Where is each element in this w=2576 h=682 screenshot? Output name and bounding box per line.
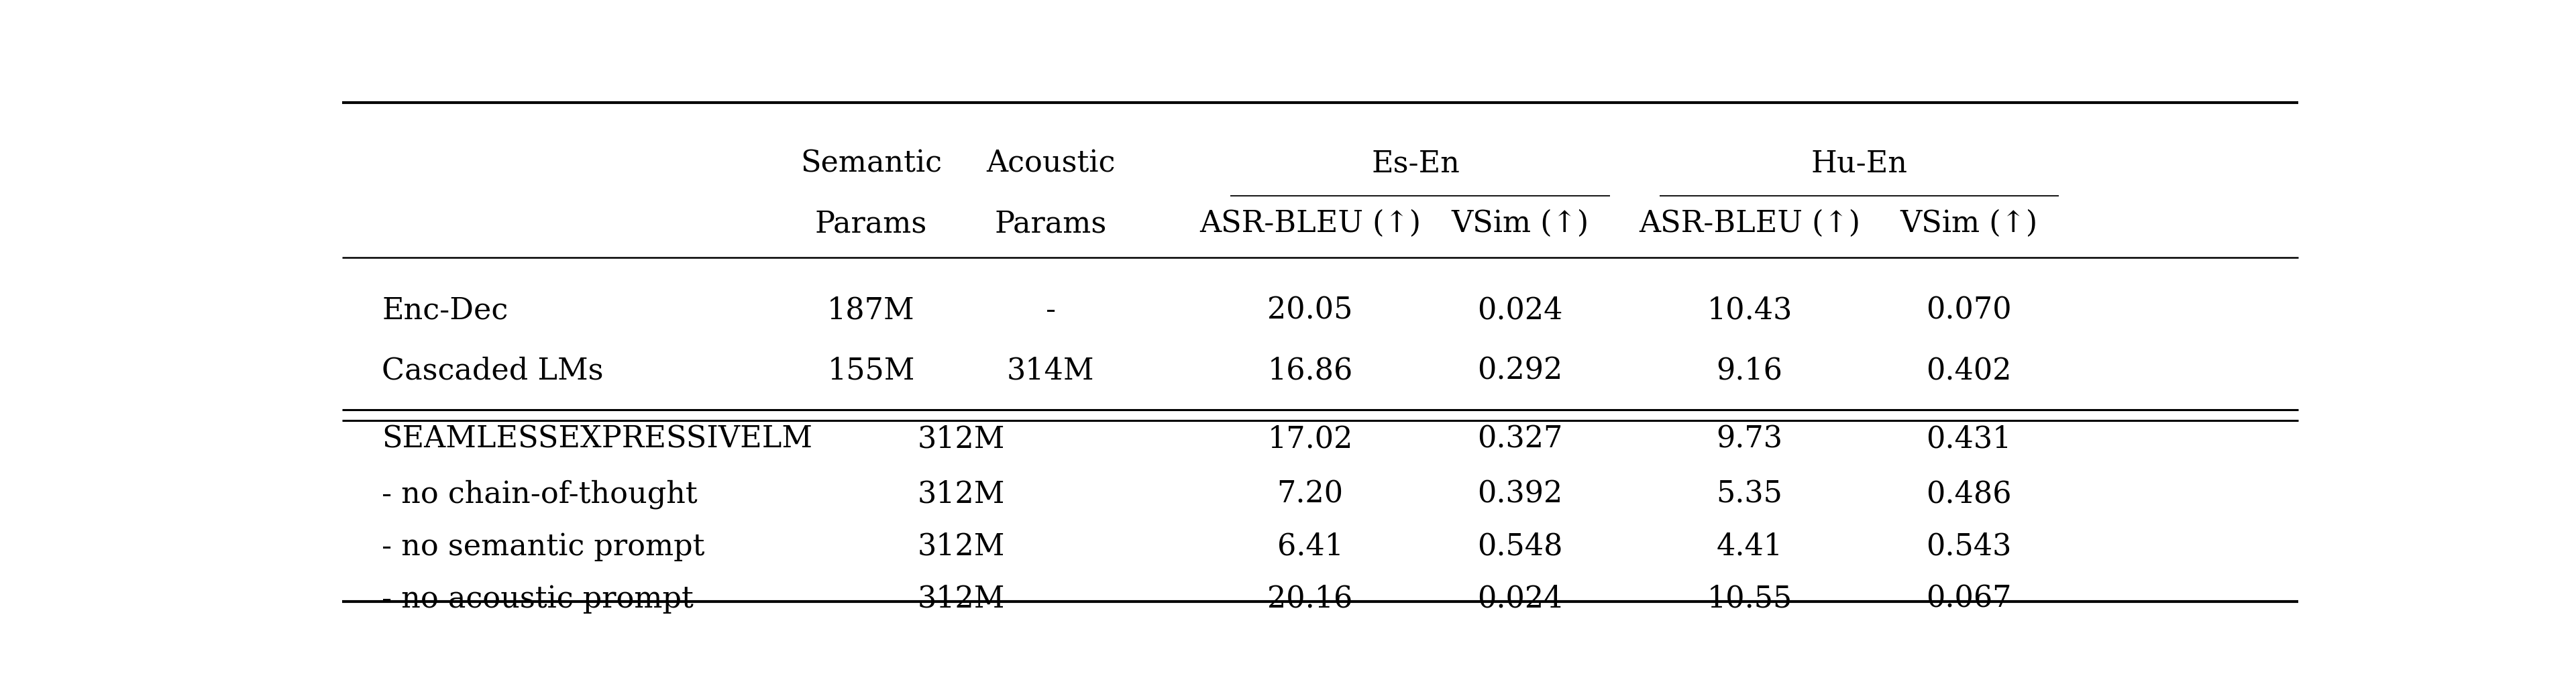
- Text: 4.41: 4.41: [1716, 532, 1783, 561]
- Text: 314M: 314M: [1007, 356, 1095, 385]
- Text: 6.41: 6.41: [1278, 532, 1345, 561]
- Text: 9.73: 9.73: [1716, 424, 1783, 454]
- Text: 312M: 312M: [917, 584, 1005, 614]
- Text: 312M: 312M: [917, 479, 1005, 509]
- Text: -: -: [1046, 296, 1056, 325]
- Text: ASR-BLEU (↑): ASR-BLEU (↑): [1638, 209, 1860, 238]
- Text: 0.024: 0.024: [1476, 584, 1564, 614]
- Text: ASR-BLEU (↑): ASR-BLEU (↑): [1200, 209, 1422, 238]
- Text: Hu-En: Hu-En: [1811, 149, 1906, 178]
- Text: 0.543: 0.543: [1927, 532, 2012, 561]
- Text: 0.292: 0.292: [1476, 356, 1564, 385]
- Text: SEAMLESSEXPRESSIVELM: SEAMLESSEXPRESSIVELM: [381, 424, 811, 454]
- Text: Semantic: Semantic: [801, 149, 943, 178]
- Text: 312M: 312M: [917, 424, 1005, 454]
- Text: 7.20: 7.20: [1278, 479, 1345, 509]
- Text: 0.548: 0.548: [1476, 532, 1564, 561]
- Text: 5.35: 5.35: [1716, 479, 1783, 509]
- Text: 20.05: 20.05: [1267, 296, 1352, 325]
- Text: Params: Params: [814, 209, 927, 238]
- Text: Es-En: Es-En: [1373, 149, 1461, 178]
- Text: 187M: 187M: [827, 296, 914, 325]
- Text: Enc-Dec: Enc-Dec: [381, 296, 507, 325]
- Text: 0.067: 0.067: [1927, 584, 2012, 614]
- Text: 10.55: 10.55: [1708, 584, 1793, 614]
- Text: 16.86: 16.86: [1267, 356, 1352, 385]
- Text: 17.02: 17.02: [1267, 424, 1352, 454]
- Text: Cascaded LMs: Cascaded LMs: [381, 356, 603, 385]
- Text: - no semantic prompt: - no semantic prompt: [381, 532, 706, 561]
- Text: 0.327: 0.327: [1476, 424, 1564, 454]
- Text: 9.16: 9.16: [1716, 356, 1783, 385]
- Text: VSim (↑): VSim (↑): [1901, 209, 2038, 238]
- Text: 0.392: 0.392: [1476, 479, 1564, 509]
- Text: Acoustic: Acoustic: [987, 149, 1115, 178]
- Text: - no acoustic prompt: - no acoustic prompt: [381, 584, 693, 614]
- Text: 0.431: 0.431: [1927, 424, 2012, 454]
- Text: 10.43: 10.43: [1708, 296, 1793, 325]
- Text: 0.402: 0.402: [1927, 356, 2012, 385]
- Text: 312M: 312M: [917, 532, 1005, 561]
- Text: 155M: 155M: [827, 356, 914, 385]
- Text: Params: Params: [994, 209, 1108, 238]
- Text: - no chain-of-thought: - no chain-of-thought: [381, 479, 698, 509]
- Text: 0.024: 0.024: [1476, 296, 1564, 325]
- Text: 0.486: 0.486: [1927, 479, 2012, 509]
- Text: VSim (↑): VSim (↑): [1450, 209, 1589, 238]
- Text: 20.16: 20.16: [1267, 584, 1352, 614]
- Text: 0.070: 0.070: [1927, 296, 2012, 325]
